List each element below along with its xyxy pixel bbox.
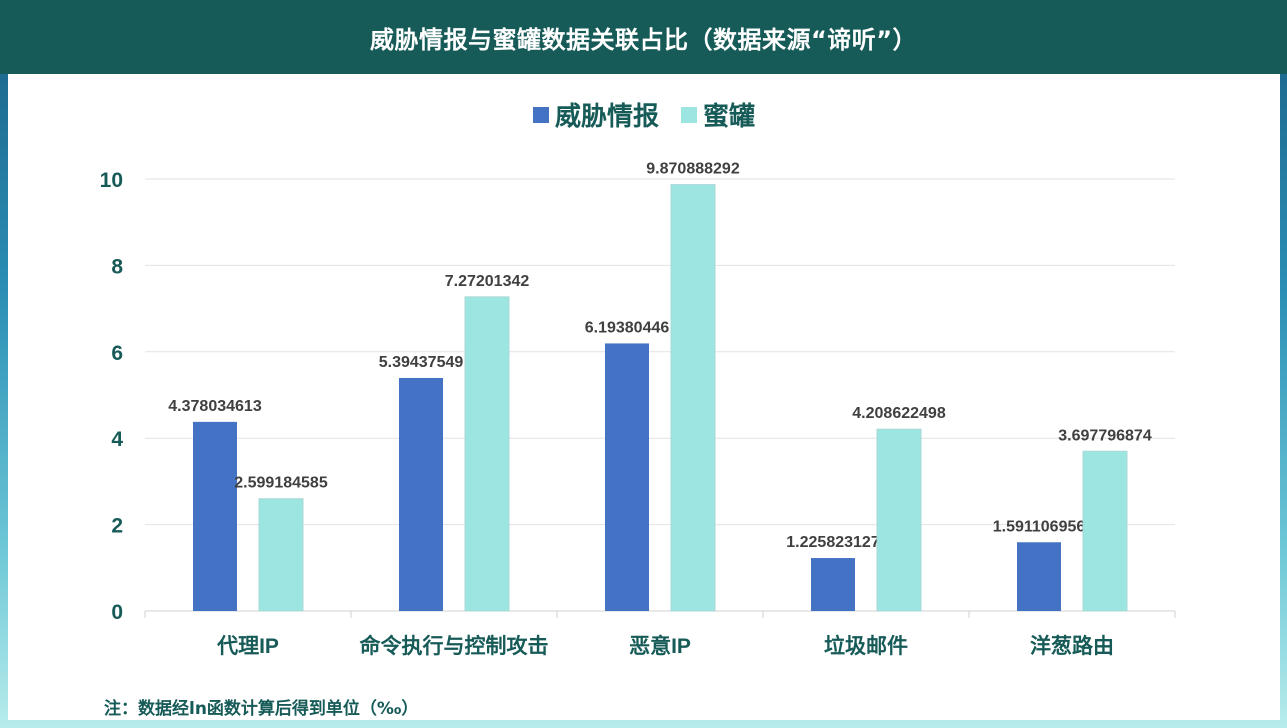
- chart-panel: 威胁情报 蜜罐 0 2 4 6 8 10 4.378034613 2.599184585 代理I…: [8, 74, 1280, 720]
- legend-item-threat-intel: 威胁情报: [532, 96, 659, 133]
- y-tick-label: 0: [111, 601, 123, 624]
- data-label: 6.19380446: [585, 319, 670, 336]
- y-tick-label: 6: [111, 342, 123, 365]
- chart-title: 威胁情报与蜜罐数据关联占比（数据来源“谛听”）: [369, 25, 918, 54]
- legend: 威胁情报 蜜罐: [8, 96, 1280, 133]
- x-tick-label: 代理IP: [216, 635, 279, 658]
- legend-swatch-threat-intel: [532, 106, 549, 123]
- bar-threat-intel: [399, 377, 443, 611]
- legend-swatch-honeypot: [681, 106, 697, 123]
- bar-honeypot: [464, 296, 510, 612]
- y-tick-label: 10: [100, 169, 123, 192]
- legend-item-honeypot: 蜜罐: [681, 96, 755, 133]
- bar-honeypot: [670, 184, 716, 612]
- legend-label-honeypot: 蜜罐: [703, 102, 756, 132]
- bar-honeypot: [258, 498, 304, 612]
- bar-honeypot: [1082, 450, 1128, 612]
- footnote: 注：数据经ln函数计算后得到单位（‰）: [104, 699, 419, 719]
- bar-chart: 0 2 4 6 8 10 4.378034613 2.599184585 代理IP 5.39437…: [100, 161, 1176, 658]
- bar-threat-intel: [1017, 542, 1061, 611]
- y-tick-label: 4: [111, 428, 123, 451]
- data-label: 4.208622498: [852, 405, 946, 422]
- data-label: 2.599184585: [234, 475, 328, 492]
- x-tick-label: 命令执行与控制攻击: [360, 634, 549, 658]
- x-tick-label: 恶意IP: [629, 634, 691, 658]
- data-label: 7.27201342: [445, 273, 530, 290]
- y-tick-label: 8: [111, 255, 123, 278]
- legend-label-threat-intel: 威胁情报: [554, 102, 659, 132]
- bar-honeypot: [876, 428, 922, 612]
- data-label: 1.225823127: [786, 534, 880, 551]
- header-bar: 威胁情报与蜜罐数据关联占比（数据来源“谛听”）: [0, 0, 1287, 74]
- bar-threat-intel: [811, 558, 855, 611]
- bar-threat-intel: [605, 343, 649, 611]
- data-label: 5.39437549: [379, 354, 464, 371]
- data-label: 4.378034613: [168, 398, 262, 415]
- data-label: 1.591106956: [993, 518, 1086, 535]
- y-tick-label: 2: [111, 515, 123, 538]
- data-label: 9.870888292: [646, 161, 740, 178]
- x-tick-label: 洋葱路由: [1030, 634, 1114, 658]
- bar-threat-intel: [193, 421, 237, 611]
- data-label: 3.697796874: [1058, 427, 1152, 444]
- x-tick-label: 垃圾邮件: [824, 634, 908, 658]
